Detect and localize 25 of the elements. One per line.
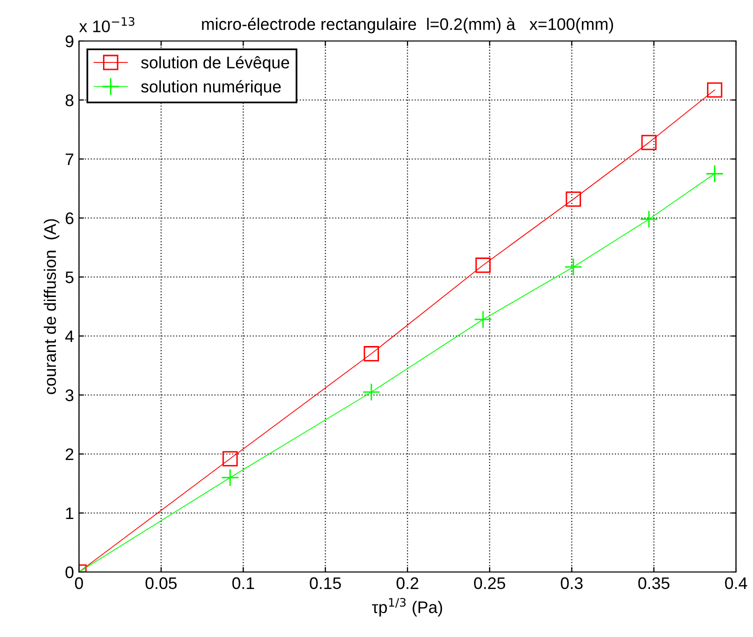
legend-label: solution de Lévêque — [141, 56, 290, 72]
x-tick-label: 0.35 — [638, 577, 670, 590]
x-tick-label: 0.15 — [310, 577, 341, 590]
y-tick-label: 1 — [66, 508, 74, 520]
y-tick-label: 8 — [66, 94, 74, 106]
x-tick-label: 0.3 — [560, 577, 583, 590]
x-tick-label: 0 — [75, 577, 83, 590]
legend-label: solution numérique — [141, 80, 281, 96]
y-axis-title: courant de diffusion (A) — [44, 219, 60, 394]
text: x 10$^{−13}$ — [79, 17, 134, 32]
y-tick-label: 5 — [66, 272, 74, 284]
y-tick-label: 4 — [65, 330, 74, 342]
x-tick-label: 0.2 — [396, 577, 418, 590]
y-tick-label: 2 — [66, 448, 74, 460]
y-tick-label: 9 — [66, 35, 74, 48]
y-tick-label: 0 — [66, 566, 74, 578]
x-tick-label: 0.25 — [474, 577, 506, 590]
chart-title: micro-électrode rectangulaire l=0.2(mm) à x=100(mm) — [202, 18, 614, 34]
y-tick-label: 3 — [66, 389, 74, 402]
y-tick-label: 7 — [66, 154, 74, 166]
y-tick-label: 6 — [66, 212, 74, 224]
x-tick-label: 0.1 — [232, 577, 254, 590]
x-tick-label: 0.4 — [725, 577, 748, 590]
x-tick-label: 0.05 — [146, 577, 177, 590]
x-axis-title: τp$^{1/3}$ (Pa) — [372, 598, 442, 616]
